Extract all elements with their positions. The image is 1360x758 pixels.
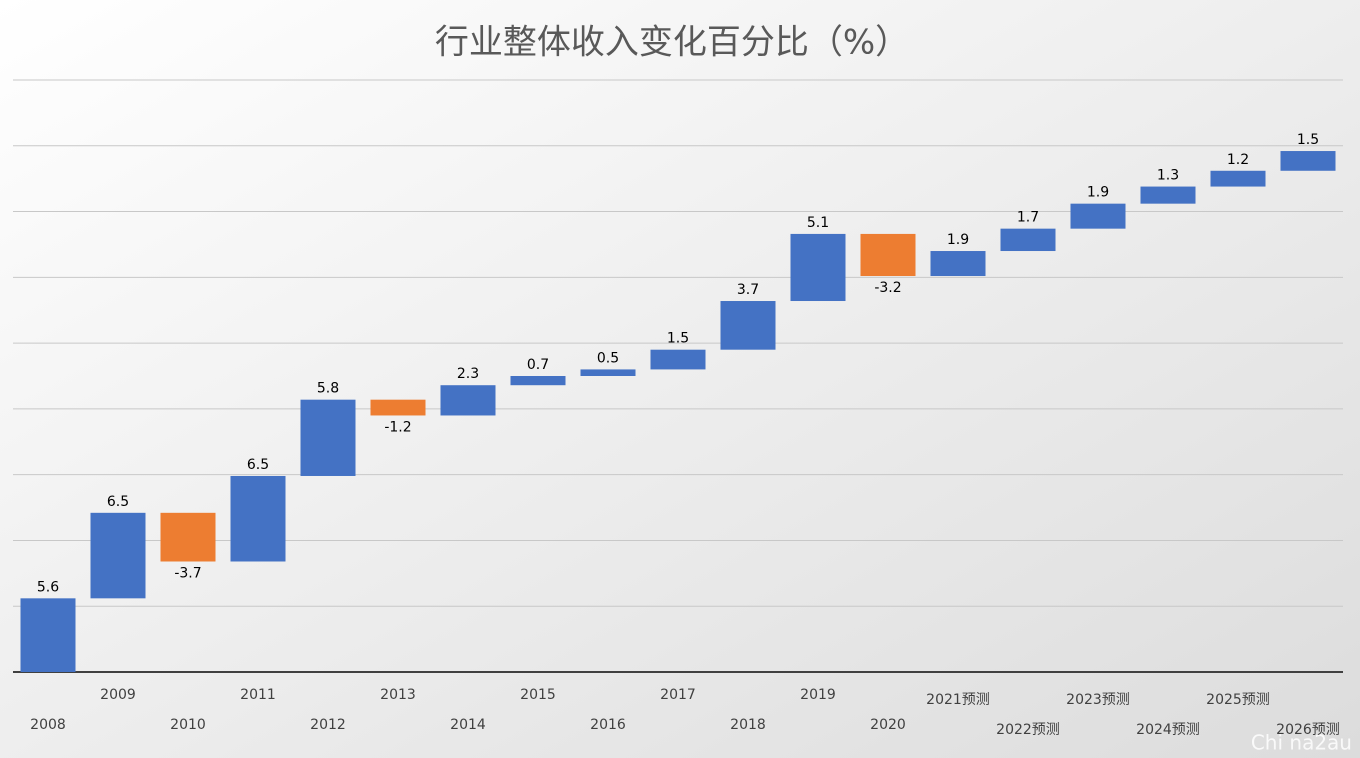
chart-title: 行业整体收入变化百分比（%） xyxy=(435,23,909,63)
x-tick-label: 2012 xyxy=(310,717,346,733)
x-tick-label: 2024预测 xyxy=(1136,722,1200,738)
bar xyxy=(510,376,566,386)
x-tick-label: 2011 xyxy=(240,687,276,703)
x-tick-label: 2023预测 xyxy=(1066,692,1130,708)
x-tick-label: 2013 xyxy=(380,687,416,703)
bar xyxy=(930,251,986,277)
bar xyxy=(1140,186,1196,204)
x-tick-label: 2017 xyxy=(660,687,696,703)
data-label: 0.7 xyxy=(527,357,549,373)
bar xyxy=(580,369,636,376)
data-label: 5.8 xyxy=(317,381,339,397)
data-label: 3.7 xyxy=(737,282,759,298)
x-tick-label: 2022预测 xyxy=(996,722,1060,738)
data-label: 1.2 xyxy=(1227,152,1249,168)
x-tick-label: 2009 xyxy=(100,687,136,703)
bar xyxy=(160,512,216,562)
data-label: 5.1 xyxy=(807,215,829,231)
data-label: -1.2 xyxy=(384,419,411,435)
bar xyxy=(440,385,496,416)
bar xyxy=(720,301,776,350)
bar xyxy=(90,512,146,599)
x-tick-label: 2026预测 xyxy=(1276,722,1340,738)
bar xyxy=(1000,228,1056,252)
data-label: 1.7 xyxy=(1017,210,1039,226)
data-label: 6.5 xyxy=(107,494,129,510)
x-tick-label: 2010 xyxy=(170,717,206,733)
bar xyxy=(860,233,916,277)
data-label: 1.9 xyxy=(1087,185,1109,201)
watermark: Chi na2au xyxy=(1251,731,1352,755)
x-tick-label: 2014 xyxy=(450,717,486,733)
x-tick-label: 2020 xyxy=(870,717,906,733)
data-label: 6.5 xyxy=(247,457,269,473)
bar xyxy=(1070,203,1126,229)
data-label: 1.5 xyxy=(667,331,689,347)
data-label: 1.3 xyxy=(1157,168,1179,184)
bar xyxy=(300,399,356,476)
bar xyxy=(1280,151,1336,171)
x-tick-label: 2018 xyxy=(730,717,766,733)
bar xyxy=(1210,170,1266,187)
bar xyxy=(370,399,426,416)
x-tick-label: 2019 xyxy=(800,687,836,703)
bar xyxy=(790,233,846,302)
bar xyxy=(230,475,286,562)
x-tick-label: 2021预测 xyxy=(926,692,990,708)
data-label: 2.3 xyxy=(457,366,479,382)
data-label: 0.5 xyxy=(597,350,619,366)
data-label: 1.9 xyxy=(947,232,969,248)
data-label: 1.5 xyxy=(1297,132,1319,148)
x-tick-label: 2015 xyxy=(520,687,556,703)
bar xyxy=(20,598,76,672)
data-label: -3.2 xyxy=(874,280,901,296)
x-tick-label: 2008 xyxy=(30,717,66,733)
data-label: -3.7 xyxy=(174,565,201,581)
data-label: 5.6 xyxy=(37,579,59,595)
x-tick-label: 2025预测 xyxy=(1206,692,1270,708)
bar xyxy=(650,349,706,370)
x-tick-label: 2016 xyxy=(590,717,626,733)
